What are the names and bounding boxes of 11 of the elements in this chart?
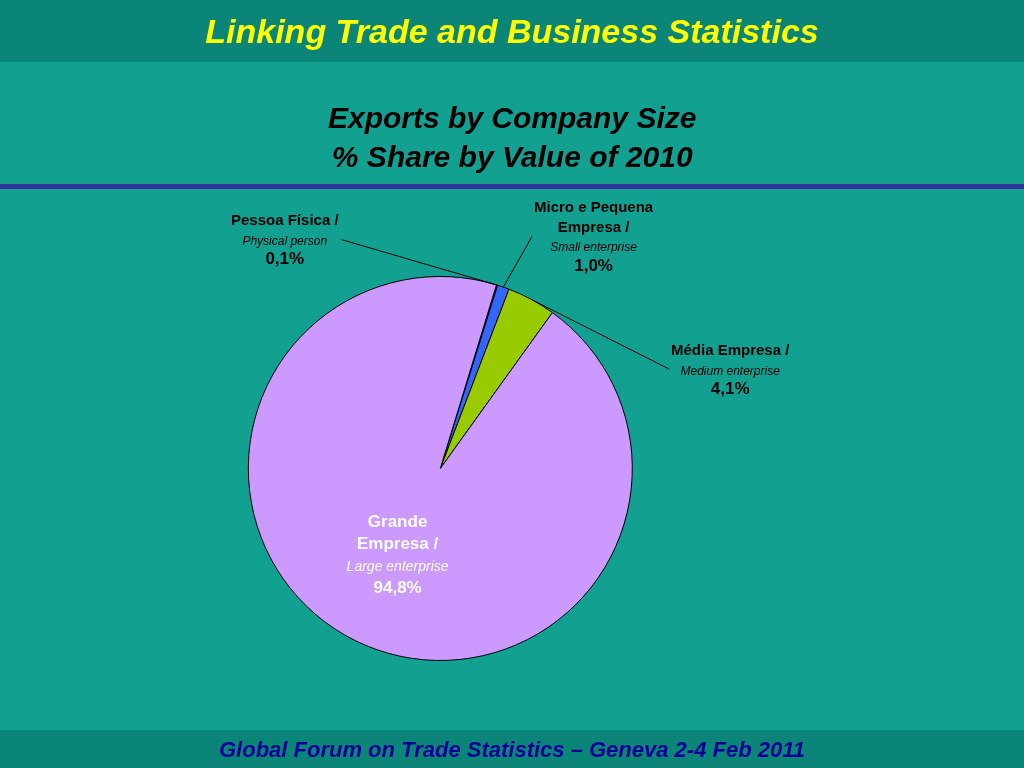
text: Global Forum on Trade Statistics – Geneva 2-4 Feb 2011 (219, 737, 806, 762)
data-label: 94,8% (373, 578, 422, 598)
slice-label: Grande Empresa / Large enterprise (346, 511, 449, 575)
slice-label: Micro e Pequena Empresa / Small enterprise (534, 198, 654, 254)
slice-label: Média Empresa / Medium enterprise (671, 341, 791, 378)
slice-label: Pessoa Física / Physical person (231, 211, 340, 248)
data-label: 1,0% (574, 255, 613, 275)
chart-title: Linking Trade and Business Statistics (205, 11, 819, 50)
chart-subtitle: Exports by Company Size % Share by Value of 2010 (328, 101, 697, 173)
data-label: 4,1% (710, 379, 750, 398)
data-label: 0,1% (265, 249, 305, 268)
